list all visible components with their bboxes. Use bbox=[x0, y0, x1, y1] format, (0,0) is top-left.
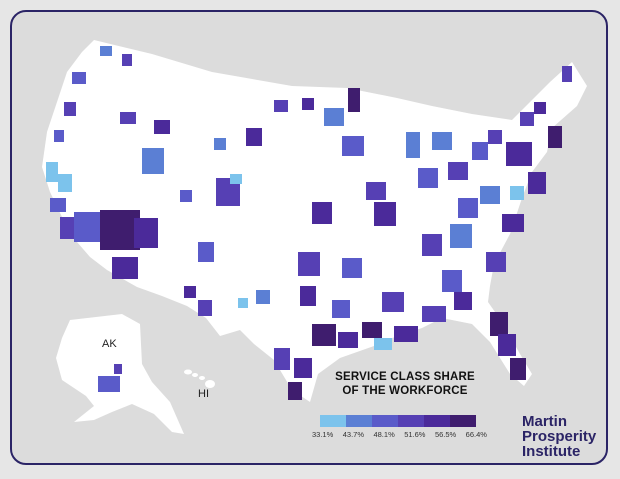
legend-swatch-4 bbox=[398, 415, 424, 427]
legend-tick: 56.5% bbox=[434, 430, 457, 439]
legend-tick: 33.1% bbox=[312, 430, 334, 439]
legend-title-line1: SERVICE CLASS SHARE bbox=[335, 371, 475, 383]
brand-logo: Martin Prosperity Institute bbox=[522, 414, 596, 459]
legend-title-line2: OF THE WORKFORCE bbox=[342, 385, 468, 397]
legend-tick: 66.4% bbox=[465, 430, 487, 439]
legend-tick: 43.7% bbox=[342, 430, 365, 439]
us-map bbox=[42, 40, 587, 434]
legend-swatch-3 bbox=[372, 415, 398, 427]
alaska-label: AK bbox=[102, 338, 117, 350]
legend-swatch-6 bbox=[450, 415, 476, 427]
legend-title: SERVICE CLASS SHARE OF THE WORKFORCE bbox=[330, 370, 480, 398]
hawaii-label: HI bbox=[198, 388, 209, 400]
map-frame: AK HI SERVICE CLASS SHARE OF THE WORKFOR… bbox=[10, 10, 608, 465]
metro-regions bbox=[46, 46, 572, 400]
brand-line1: Martin bbox=[522, 413, 567, 430]
hawaii-islands bbox=[184, 369, 215, 388]
legend-tick: 51.6% bbox=[404, 430, 426, 439]
legend-ticks: 33.1% 43.7% 48.1% 51.6% 56.5% 66.4% bbox=[312, 430, 487, 439]
legend-swatch-1 bbox=[320, 415, 346, 427]
legend-swatch-2 bbox=[346, 415, 372, 427]
brand-line3: Institute bbox=[522, 443, 581, 460]
brand-line2: Prosperity bbox=[522, 428, 597, 445]
legend-swatches bbox=[320, 415, 476, 427]
legend-swatch-5 bbox=[424, 415, 450, 427]
legend-tick: 48.1% bbox=[373, 430, 395, 439]
